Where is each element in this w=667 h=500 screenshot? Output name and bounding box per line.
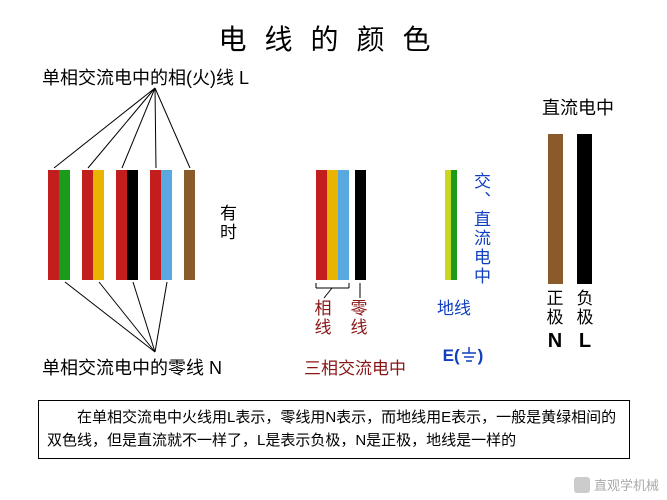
ground-label: 地线 [434,300,474,319]
sp-pair5-live [184,170,195,280]
ground-symbol-e: E( [443,346,460,365]
top-live-label: 单相交流电中的相(火)线 L [42,64,249,90]
sp-pair2-neutral [93,170,104,280]
watermark-text: 直观学机械 [594,475,659,494]
tp-wire1 [316,170,327,280]
single-phase-group [48,170,195,280]
bottom-neutral-label: 单相交流电中的零线 N [42,354,222,380]
dc-neg-letter: L [570,330,600,353]
note-box: 在单相交流电中火线用L表示，零线用N表示，而地线用E表示，一般是黄绿相间的双色线… [38,400,630,459]
ground-stripe2 [451,170,457,280]
tp-neutral-label: 零线 [348,300,370,337]
ground-icon [460,347,478,363]
dc-neg-label: 负极 [570,290,600,327]
sp-pair4-neutral [161,170,172,280]
tp-wire2 [327,170,338,280]
sp-pair1-neutral [59,170,70,280]
fifth-side-label: 有时 [220,205,238,242]
tp-group-label: 三相交流电中 [285,354,425,379]
dc-negative-wire [577,134,592,284]
dc-positive-wire [548,134,563,284]
ground-symbol: E() [428,346,498,366]
dc-top-label: 直流电中 [542,94,614,120]
sp-pair1-live [48,170,59,280]
dc-pos-letter: N [540,330,570,353]
sp-pair2-live [82,170,93,280]
dc-pos-label: 正极 [540,290,570,327]
sp-pair3-neutral [127,170,138,280]
watermark-icon [574,477,590,493]
ground-group [445,170,457,280]
ground-side-label: 交、直流电中 [468,172,493,286]
sp-pair4-live [150,170,161,280]
dc-group [548,134,592,284]
tp-phase-label: 相线 [312,300,334,337]
watermark: 直观学机械 [574,475,659,494]
tp-wire3 [338,170,349,280]
sp-pair3-live [116,170,127,280]
ground-symbol-close: ) [478,346,484,365]
tp-wire-neutral [355,170,366,280]
page-title: 电线的颜色 [0,0,667,58]
three-phase-group [316,170,366,280]
